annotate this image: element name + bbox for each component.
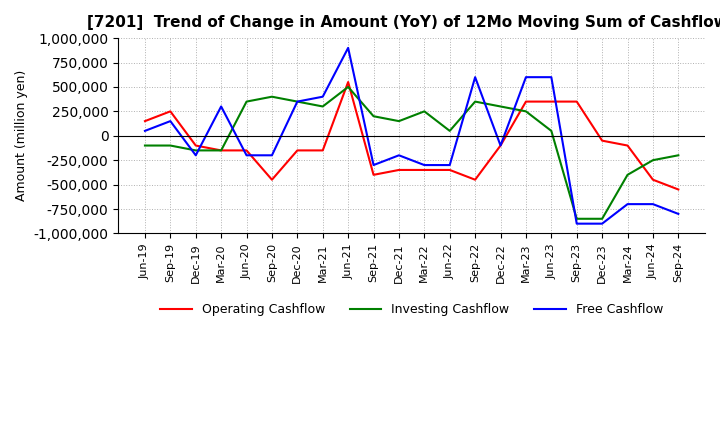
Free Cashflow (521, 74, 530, 80)
Investing Cashflow (598, 216, 606, 221)
Investing Cashflow (572, 216, 581, 221)
Operating Cashflow (140, 118, 149, 124)
Investing Cashflow (521, 109, 530, 114)
Operating Cashflow (446, 167, 454, 172)
Operating Cashflow (217, 148, 225, 153)
Investing Cashflow (344, 84, 353, 90)
Line: Free Cashflow: Free Cashflow (145, 48, 678, 224)
Operating Cashflow (572, 99, 581, 104)
Operating Cashflow (242, 148, 251, 153)
Operating Cashflow (521, 99, 530, 104)
Free Cashflow (268, 153, 276, 158)
Operating Cashflow (166, 109, 175, 114)
Operating Cashflow (624, 143, 632, 148)
Operating Cashflow (293, 148, 302, 153)
Free Cashflow (192, 153, 200, 158)
Investing Cashflow (318, 104, 327, 109)
Investing Cashflow (192, 148, 200, 153)
Operating Cashflow (598, 138, 606, 143)
Operating Cashflow (547, 99, 556, 104)
Free Cashflow (420, 162, 428, 168)
Free Cashflow (217, 104, 225, 109)
Y-axis label: Amount (million yen): Amount (million yen) (15, 70, 28, 202)
Free Cashflow (446, 162, 454, 168)
Free Cashflow (140, 128, 149, 133)
Free Cashflow (318, 94, 327, 99)
Free Cashflow (572, 221, 581, 226)
Legend: Operating Cashflow, Investing Cashflow, Free Cashflow: Operating Cashflow, Investing Cashflow, … (156, 298, 668, 321)
Investing Cashflow (624, 172, 632, 177)
Free Cashflow (369, 162, 378, 168)
Investing Cashflow (446, 128, 454, 133)
Operating Cashflow (344, 79, 353, 84)
Line: Operating Cashflow: Operating Cashflow (145, 82, 678, 190)
Operating Cashflow (318, 148, 327, 153)
Investing Cashflow (140, 143, 149, 148)
Investing Cashflow (674, 153, 683, 158)
Free Cashflow (624, 202, 632, 207)
Investing Cashflow (471, 99, 480, 104)
Investing Cashflow (496, 104, 505, 109)
Investing Cashflow (420, 109, 428, 114)
Free Cashflow (496, 143, 505, 148)
Investing Cashflow (166, 143, 175, 148)
Free Cashflow (344, 45, 353, 51)
Free Cashflow (242, 153, 251, 158)
Operating Cashflow (496, 143, 505, 148)
Free Cashflow (598, 221, 606, 226)
Free Cashflow (293, 99, 302, 104)
Investing Cashflow (217, 148, 225, 153)
Investing Cashflow (293, 99, 302, 104)
Operating Cashflow (268, 177, 276, 182)
Operating Cashflow (192, 143, 200, 148)
Operating Cashflow (420, 167, 428, 172)
Investing Cashflow (395, 118, 403, 124)
Investing Cashflow (268, 94, 276, 99)
Investing Cashflow (649, 158, 657, 163)
Title: [7201]  Trend of Change in Amount (YoY) of 12Mo Moving Sum of Cashflows: [7201] Trend of Change in Amount (YoY) o… (87, 15, 720, 30)
Operating Cashflow (395, 167, 403, 172)
Operating Cashflow (471, 177, 480, 182)
Free Cashflow (547, 74, 556, 80)
Investing Cashflow (242, 99, 251, 104)
Free Cashflow (166, 118, 175, 124)
Free Cashflow (674, 211, 683, 216)
Line: Investing Cashflow: Investing Cashflow (145, 87, 678, 219)
Operating Cashflow (649, 177, 657, 182)
Free Cashflow (471, 74, 480, 80)
Free Cashflow (649, 202, 657, 207)
Investing Cashflow (547, 128, 556, 133)
Operating Cashflow (369, 172, 378, 177)
Free Cashflow (395, 153, 403, 158)
Investing Cashflow (369, 114, 378, 119)
Operating Cashflow (674, 187, 683, 192)
